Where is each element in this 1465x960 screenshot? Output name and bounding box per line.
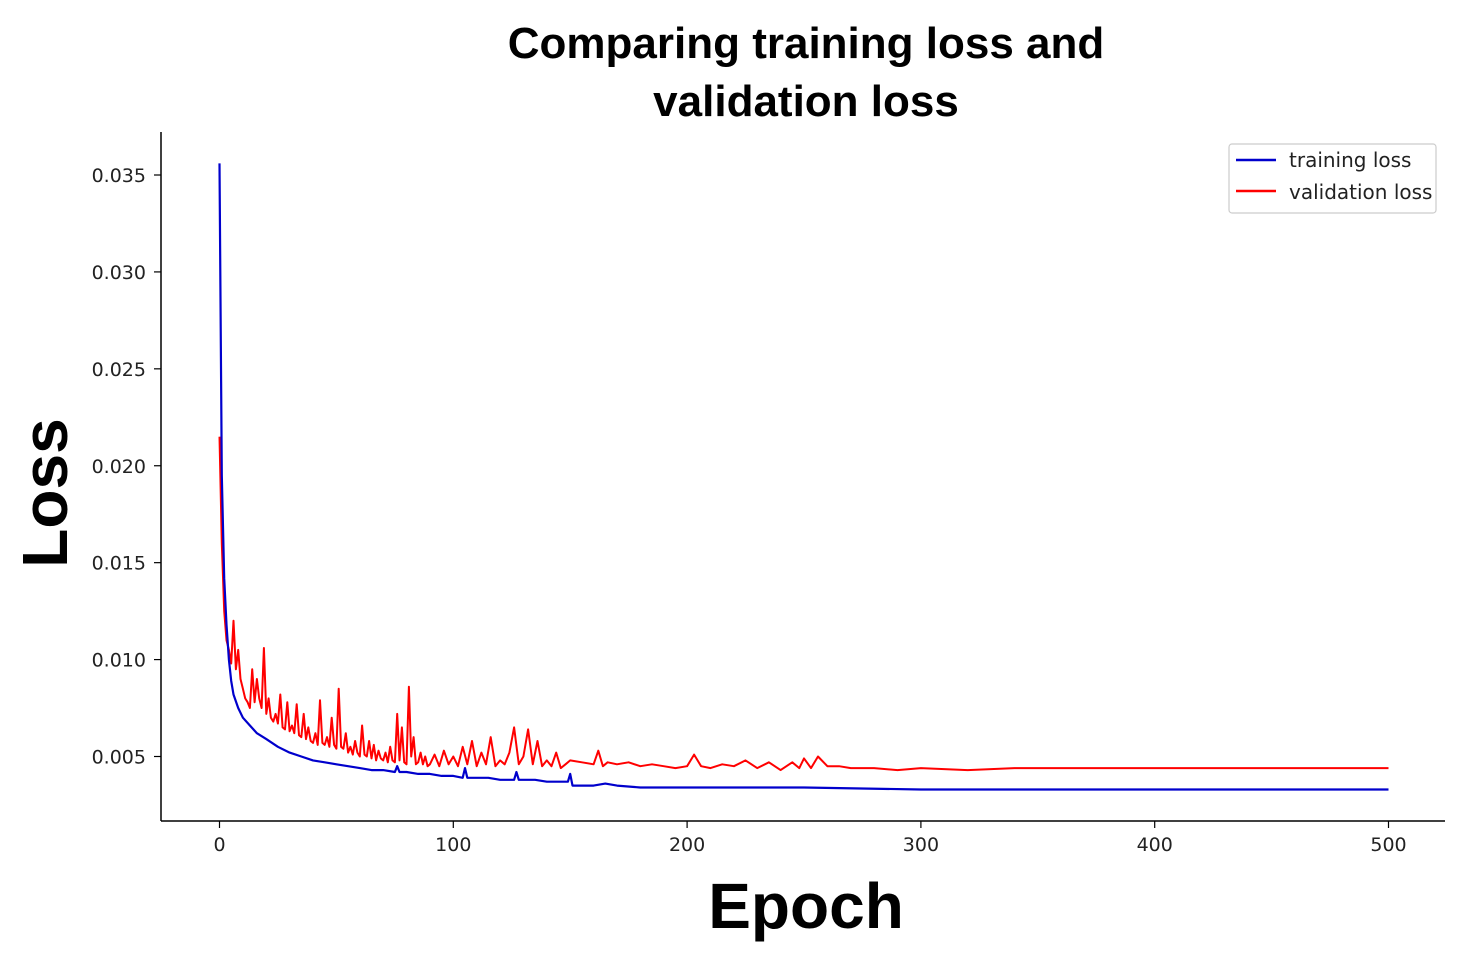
series-lines [218,163,1389,791]
y-tick-label: 0.015 [92,553,146,575]
x-tick-label: 500 [1370,834,1406,856]
chart-title-line1: Comparing training loss and [508,19,1105,68]
y-tick-label: 0.020 [92,456,146,478]
training-loss-line [218,163,1389,791]
y-tick-label: 0.010 [92,650,146,672]
legend-label-training: training loss [1289,148,1411,172]
x-tick-label: 300 [903,834,939,856]
y-tick-label: 0.030 [92,262,146,284]
legend-box [1228,143,1437,214]
chart-title-line2: validation loss [653,77,959,126]
validation-loss-line [218,436,1389,772]
y-axis-label: Loss [9,418,81,567]
y-tick-label: 0.035 [92,165,146,187]
x-axis-ticks: 0 100 200 300 400 500 [213,821,1407,856]
y-tick-label: 0.025 [92,359,146,381]
x-tick-label: 0 [213,834,225,856]
legend-label-validation: validation loss [1289,180,1432,204]
x-tick-label: 400 [1137,834,1173,856]
x-tick-label: 100 [435,834,471,856]
x-tick-label: 200 [669,834,705,856]
y-axis-ticks: 0.005 0.010 0.015 0.020 0.025 0.030 0.035 [92,165,161,769]
x-axis-label: Epoch [708,870,904,942]
y-tick-label: 0.005 [92,747,146,769]
legend: training loss validation loss [1228,143,1437,214]
